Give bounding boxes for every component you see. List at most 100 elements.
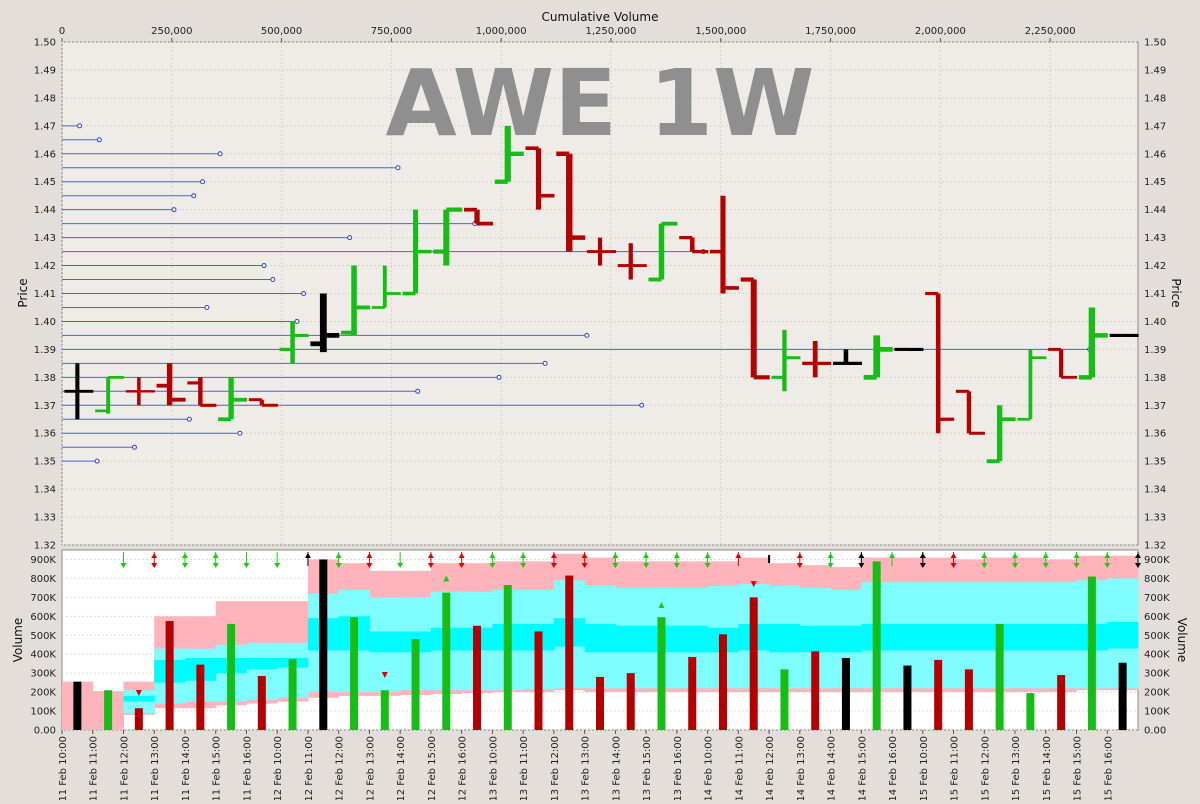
time-tick-label: 12 Feb 13:00: [365, 736, 376, 800]
time-tick-label: 14 Feb 10:00: [704, 736, 715, 800]
price-ticks-left: 1.32 1.33 1.34 1.35 1.36 1.37 1.38 1.39 1.40 1.41…: [34, 38, 56, 552]
volume-tick-label: 200K: [1144, 688, 1170, 699]
top-marker-up: [1012, 553, 1019, 558]
top-marker-down: [1012, 563, 1019, 568]
volume-tick-label: 100K: [30, 707, 56, 718]
time-tick-label: 13 Feb 15:00: [642, 736, 653, 800]
top-marker-down: [827, 563, 834, 568]
volume-bar: [165, 621, 174, 730]
vap-endpoint: [237, 430, 243, 436]
volume-ticks-right: 0.00 100K 200K 300K 400K 500K 600K 700K 800K 900K: [1144, 555, 1170, 737]
top-marker-up: [643, 553, 650, 558]
vap-endpoint: [191, 193, 197, 199]
volume-bar: [596, 676, 604, 730]
volume-bar: [227, 623, 236, 730]
volume-band-dark: [246, 658, 278, 670]
vap-endpoint: [261, 263, 267, 269]
top-marker-up: [735, 553, 742, 558]
volume-bar: [811, 651, 820, 730]
time-tick-label: 12 Feb 10:00: [273, 736, 284, 800]
price-tick-label: 1.36: [34, 429, 56, 440]
time-tick-label: 14 Feb 13:00: [796, 736, 807, 800]
top-marker-up: [612, 553, 619, 558]
price-tick-label: 1.32: [1144, 541, 1166, 552]
volume-axis-title-right: Volume: [1175, 618, 1189, 663]
price-tick-label: 1.48: [1144, 93, 1166, 104]
volume-bar: [565, 575, 574, 730]
volume-tick-label: 600K: [1144, 612, 1170, 623]
volume-bar: [718, 634, 727, 730]
time-tick-label: 14 Feb 14:00: [827, 736, 838, 800]
volume-tick-label: 900K: [1144, 555, 1170, 566]
top-marker-down: [120, 563, 127, 568]
time-tick-label: 15 Feb 10:00: [919, 736, 930, 800]
top-marker-down: [1042, 563, 1049, 568]
top-marker-down: [366, 563, 373, 568]
top-marker-up: [581, 553, 588, 558]
price-tick-label: 1.37: [1144, 401, 1166, 412]
top-marker-up: [181, 553, 188, 558]
cumvol-tick-label: 1,000,000: [476, 26, 527, 37]
volume-bar: [350, 617, 359, 730]
price-tick-label: 1.46: [1144, 149, 1166, 160]
price-tick-label: 1.45: [1144, 177, 1166, 188]
volume-bar: [257, 676, 266, 730]
time-tick-label: 14 Feb 11:00: [734, 736, 745, 800]
volume-bar: [749, 597, 758, 730]
volume-band-dark: [369, 631, 401, 653]
volume-band-dark: [676, 625, 709, 653]
price-tick-label: 1.34: [34, 485, 56, 496]
volume-bar: [903, 665, 912, 730]
top-marker-down: [858, 563, 865, 568]
volume-band-dark: [769, 623, 801, 653]
time-tick-label: 12 Feb 16:00: [458, 736, 469, 800]
volume-tick-label: 700K: [1144, 593, 1170, 604]
price-tick-label: 1.42: [34, 261, 56, 272]
top-marker-up: [889, 553, 896, 558]
vap-endpoint: [171, 207, 177, 213]
cumvol-tick-label: 500,000: [261, 26, 302, 37]
volume-signal-triangle: [443, 575, 450, 582]
time-tick-label: 14 Feb 16:00: [888, 736, 899, 800]
top-marker-up: [673, 553, 680, 558]
top-marker-up: [366, 553, 373, 558]
vap-endpoint: [96, 137, 102, 143]
volume-bar: [995, 623, 1004, 730]
vap-endpoint: [131, 444, 137, 450]
time-tick-label: 12 Feb 12:00: [335, 736, 346, 800]
top-marker-up: [919, 553, 926, 558]
volume-bar: [134, 708, 143, 730]
price-ticks-right: 1.32 1.33 1.34 1.35 1.36 1.37 1.38 1.39 1.40 1.41…: [1144, 38, 1166, 552]
vap-endpoint: [415, 388, 421, 394]
volume-bar: [73, 681, 82, 730]
vap-endpoint: [542, 360, 548, 366]
vap-endpoint: [639, 402, 645, 408]
time-tick-label: 11 Feb 15:00: [212, 736, 223, 800]
time-tick-label: 14 Feb 12:00: [765, 736, 776, 800]
top-marker-down: [1135, 563, 1141, 568]
vap-endpoint: [347, 235, 353, 241]
price-tick-label: 1.48: [34, 93, 56, 104]
price-tick-label: 1.38: [34, 373, 56, 384]
top-marker-down: [919, 563, 926, 568]
volume-axis-title-left: Volume: [11, 618, 25, 663]
time-tick-label: 13 Feb 16:00: [673, 736, 684, 800]
volume-bar: [473, 625, 482, 730]
volume-bar: [841, 658, 850, 730]
time-tick-label: 13 Feb 14:00: [611, 736, 622, 800]
volume-tick-label: 0.00: [1144, 726, 1166, 737]
top-marker-up: [950, 553, 957, 558]
vap-endpoint: [200, 179, 206, 185]
volume-at-price-lines: [62, 123, 1093, 464]
volume-bar: [780, 669, 789, 730]
top-marker-down: [1073, 563, 1080, 568]
volume-signal-triangle: [658, 601, 665, 608]
volume-tick-label: 900K: [30, 555, 56, 566]
price-tick-label: 1.49: [34, 65, 56, 76]
volume-tick-label: 400K: [30, 650, 56, 661]
vap-endpoint: [186, 416, 192, 422]
cumvol-tick-label: 0: [59, 26, 65, 37]
cumvol-tick-label: 2,250,000: [1025, 26, 1076, 37]
volume-tick-label: 700K: [30, 593, 56, 604]
price-tick-label: 1.33: [34, 513, 56, 524]
